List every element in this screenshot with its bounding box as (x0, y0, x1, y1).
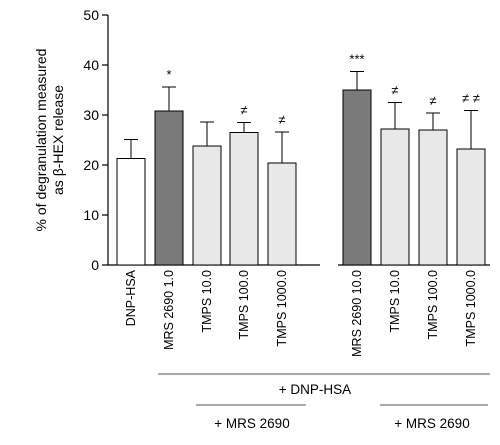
y-axis-label-line-1: % of degranulation measured (33, 49, 49, 232)
significance-label: ≠ ≠ (462, 91, 480, 106)
x-tick-label: TMPS 1000.0 (275, 270, 289, 346)
x-tick-label: MRS 2690 1.0 (162, 270, 176, 350)
y-tick-label: 50 (83, 7, 99, 23)
bars: * ≠ ≠ *** ≠ ≠ ≠ ≠ (116, 52, 486, 266)
bar (229, 132, 259, 266)
x-tick-label: DNP-HSA (124, 269, 138, 326)
y-axis-label-line-2: as β-HEX release (50, 85, 66, 195)
significance-label: ≠ (429, 93, 436, 108)
group-label-mrs-right: + MRS 2690 (394, 416, 469, 431)
group-label-mrs-left: + MRS 2690 (214, 416, 289, 431)
bar (418, 129, 448, 266)
y-tick-label: 0 (91, 257, 99, 273)
significance-label: ≠ (278, 112, 285, 127)
x-tick-label: TMPS 1000.0 (464, 270, 478, 346)
y-tick-label: 10 (83, 207, 99, 223)
bar (116, 158, 146, 266)
bar (267, 162, 297, 266)
y-tick-label: 40 (83, 57, 99, 73)
x-tick-label: TMPS 10.0 (200, 270, 214, 333)
bar (342, 89, 372, 266)
significance-label: ≠ (391, 83, 398, 98)
significance-label: * (166, 67, 171, 82)
significance-label: *** (349, 52, 364, 67)
x-tick-labels: DNP-HSA MRS 2690 1.0 TMPS 10.0 TMPS 100.0 TM… (124, 269, 478, 357)
x-tick-label: TMPS 100.0 (237, 270, 251, 340)
significance-label: ≠ (240, 103, 247, 118)
bar (192, 145, 222, 266)
group-label-dnp-hsa: + DNP-HSA (279, 382, 351, 397)
x-tick-label: TMPS 10.0 (388, 270, 402, 333)
bar (456, 148, 486, 266)
x-tick-label: TMPS 100.0 (426, 270, 440, 340)
bar (380, 128, 410, 266)
x-tick-label: MRS 2690 10.0 (350, 270, 364, 357)
bar (154, 110, 184, 266)
y-tick-label: 30 (83, 107, 99, 123)
y-tick-label: 20 (83, 157, 99, 173)
